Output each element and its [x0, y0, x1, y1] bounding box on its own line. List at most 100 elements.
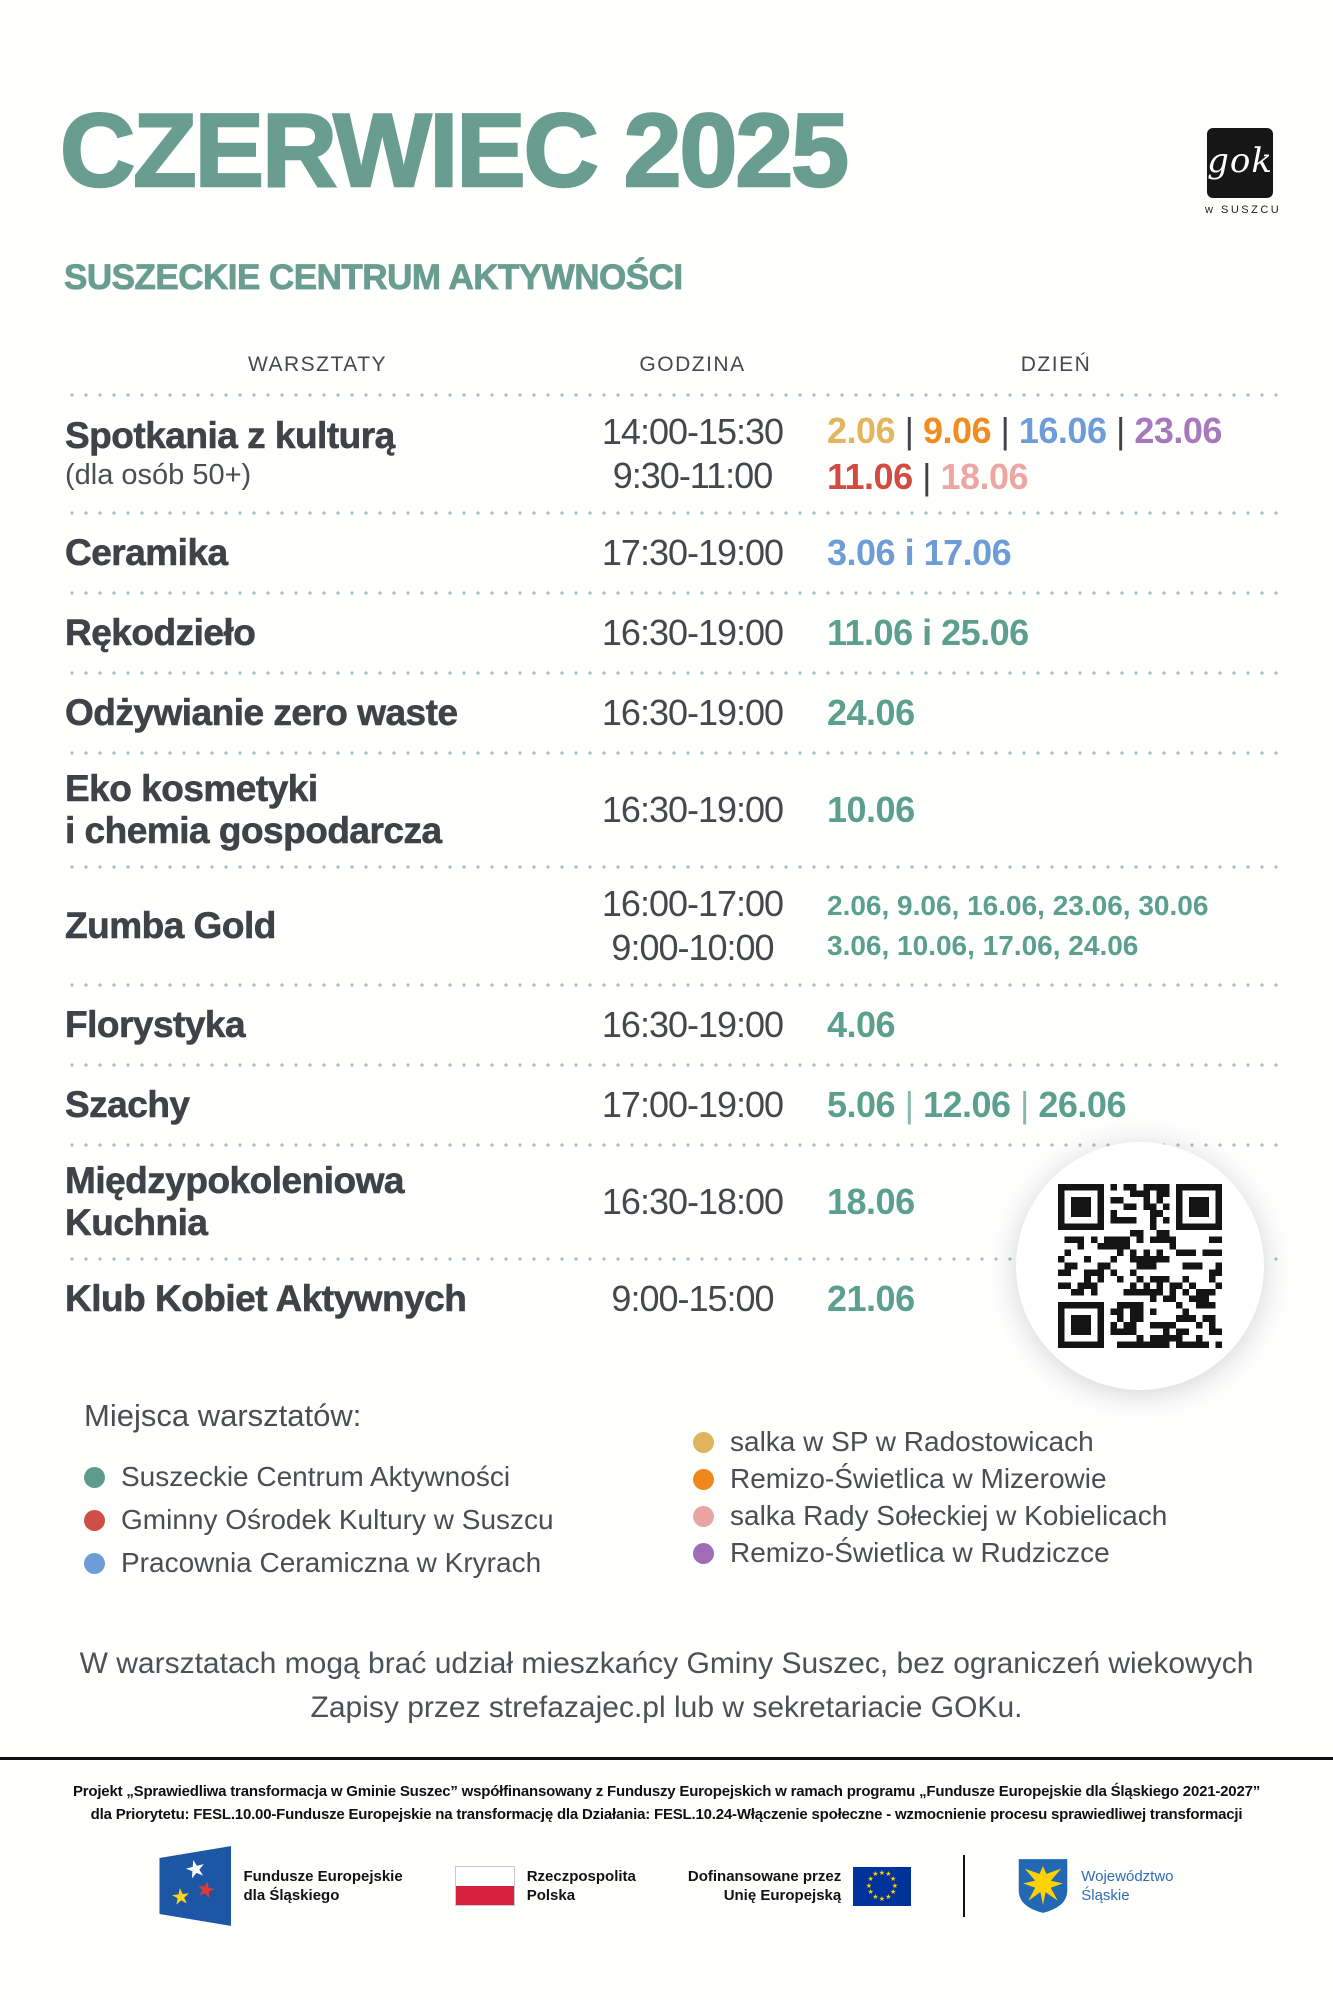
legend-item: Remizo-Świetlica w Rudziczce — [693, 1537, 1167, 1568]
workshop-dates-line: 10.06 — [827, 787, 1285, 833]
poster-subtitle: SUSZECKIE CENTRUM AKTYWNOŚCI — [64, 258, 684, 298]
workshop-row-klub-kobiet: Klub Kobiet Aktywnych 9:00-15:00 21.06 — [65, 1268, 1285, 1330]
legend-label: Remizo-Świetlica w Rudziczce — [730, 1537, 1110, 1568]
row-separator — [65, 671, 1285, 675]
date-part: | — [1106, 410, 1135, 451]
note-line-2: Zapisy przez strefazajec.pl lub w sekret… — [310, 1691, 1023, 1724]
star-icon: ★ — [872, 1871, 879, 1879]
legend-dot — [693, 1468, 714, 1490]
workshop-time: 9:00-10:00 — [611, 927, 774, 968]
poland-flag-icon — [454, 1866, 515, 1906]
eu-flag-icon: ★ ★ ★ ★ ★ ★ ★ ★ ★ ★ ★ ★ — [853, 1866, 912, 1906]
workshop-row-florystyka: Florystyka 16:30-19:00 4.06 — [65, 994, 1285, 1056]
workshop-row-zumba: Zumba Gold 16:00-17:00 9:00-10:00 2.06, … — [65, 876, 1285, 976]
workshop-dates-line: 18.06 — [827, 1179, 1285, 1225]
fe-logo: ★ ★ ★ Fundusze Europejskie dla Śląskiego — [159, 1846, 403, 1926]
date-part: 23.06 — [1134, 410, 1222, 451]
workshop-dates-line: 4.06 — [827, 1002, 1285, 1048]
row-separator — [65, 511, 1285, 515]
workshop-name: Eko kosmetyki — [65, 768, 319, 810]
workshop-dates-line: 2.06, 9.06, 16.06, 23.06, 30.06 — [827, 886, 1285, 926]
date-part: | — [895, 410, 923, 451]
date-part: 18.06 — [827, 1181, 915, 1222]
workshop-name: Florystyka — [65, 1004, 246, 1046]
legend-dot — [84, 1509, 105, 1531]
workshop-dates-line: 21.06 — [827, 1276, 1285, 1322]
workshop-time: 17:00-19:00 — [601, 1084, 784, 1125]
legend-item: salka w SP w Radostowicach — [693, 1426, 1167, 1457]
legend-item: Pracownia Ceramiczna w Kryrach — [84, 1547, 554, 1578]
legend-label: salka Rady Sołeckiej w Kobielicach — [730, 1500, 1168, 1531]
gok-logo: gok w SUSZCU — [1205, 128, 1282, 216]
star-icon: ★ — [867, 1876, 874, 1883]
workshop-name: Rękodzieło — [65, 612, 256, 654]
workshop-time: 16:30-19:00 — [601, 692, 784, 733]
date-part: 26.06 — [1038, 1084, 1126, 1125]
star-icon: ★ — [878, 1895, 886, 1903]
date-part: 11.06 i 25.06 — [827, 612, 1029, 653]
gok-logo-caption: w SUSZCU — [1205, 204, 1282, 216]
star-icon: ★ — [867, 1889, 874, 1896]
workshop-dates-line: 2.06 | 9.06 | 16.06 | 23.06 — [827, 408, 1285, 454]
workshop-time: 16:30-18:00 — [601, 1181, 784, 1222]
gok-logo-box: gok — [1207, 128, 1273, 198]
workshop-time: 16:30-19:00 — [601, 789, 784, 830]
date-part: | — [991, 410, 1019, 451]
workshop-name-line2: i chemia gospodarcza — [65, 810, 443, 852]
row-separator — [65, 751, 1285, 755]
date-part: | — [912, 456, 941, 497]
workshop-dates-line: 24.06 — [827, 690, 1285, 736]
eu-logo-label: Dofinansowane przez Unię Europejską — [687, 1868, 842, 1904]
legend-label: Suszeckie Centrum Aktywności — [121, 1461, 511, 1492]
star-icon: ★ — [865, 1882, 873, 1890]
date-part: 2.06 — [827, 410, 896, 451]
row-separator — [65, 1257, 1285, 1261]
poster-title: CZERWIEC 2025 — [59, 92, 851, 211]
workshop-time: 9:30-11:00 — [612, 455, 773, 496]
legend-column-right: salka w SP w Radostowicach Remizo-Świetl… — [693, 1426, 1168, 1568]
workshop-row-szachy: Szachy 17:00-19:00 5.06 | 12.06 | 26.06 — [65, 1074, 1285, 1136]
fe-flag-icon: ★ ★ ★ — [159, 1846, 232, 1926]
eu-logo: Dofinansowane przez Unię Europejską ★ ★ ★ ★… — [687, 1866, 912, 1906]
workshop-dates-line: 11.06 i 25.06 — [827, 610, 1285, 656]
star-icon: ★ — [889, 1876, 897, 1883]
poland-logo-label: Rzeczpospolita Polska — [526, 1868, 636, 1904]
qr-badge-circle — [1016, 1142, 1264, 1390]
workshop-row-ceramika: Ceramika 17:30-19:00 3.06 i 17.06 — [65, 522, 1285, 584]
workshop-row-kuchnia: Międzypokoleniowa Kuchnia 16:30-18:00 18… — [65, 1154, 1285, 1250]
date-part: 3.06 i 17.06 — [827, 532, 1012, 573]
row-separator — [65, 865, 1285, 869]
date-part: 16.06 — [1018, 410, 1107, 451]
workshop-dates-line: 3.06, 10.06, 17.06, 24.06 — [827, 926, 1285, 966]
eu-funding-text-line-1: Projekt „Sprawiedliwa transformacja w Gm… — [72, 1783, 1261, 1800]
note-line-1: W warsztatach mogą brać udział mieszkańc… — [79, 1647, 1254, 1680]
column-header-warsztaty: WARSZTATY — [247, 353, 388, 376]
star-icon: ★ — [872, 1893, 879, 1901]
workshop-name: Klub Kobiet Aktywnych — [65, 1278, 467, 1320]
legend-label: salka w SP w Radostowicach — [730, 1426, 1094, 1457]
column-header-godzina: GODZINA — [639, 353, 746, 376]
date-part: 10.06 — [827, 789, 915, 830]
workshop-row-odzywianie: Odżywianie zero waste 16:30-19:00 24.06 — [65, 682, 1285, 744]
workshop-name: Zumba Gold — [65, 905, 277, 947]
silesia-logo: Województwo Śląskie — [1017, 1856, 1174, 1916]
workshop-name: Międzypokoleniowa — [65, 1160, 405, 1202]
legend-dot — [84, 1466, 105, 1488]
legend-dot — [693, 1542, 714, 1564]
date-part: 24.06 — [827, 692, 915, 733]
legend-item: salka Rady Sołeckiej w Kobielicach — [693, 1500, 1168, 1531]
eu-funding-text-line-2: dla Priorytetu: FESL.10.00-Fundusze Euro… — [90, 1806, 1243, 1823]
row-separator — [65, 1143, 1285, 1147]
participation-note: W warsztatach mogą brać udział mieszkańc… — [0, 1642, 1333, 1730]
legend-item: Suszeckie Centrum Aktywności — [84, 1461, 554, 1492]
legend-dot — [693, 1431, 714, 1453]
star-icon: ★ — [878, 1869, 886, 1877]
logos-row: ★ ★ ★ Fundusze Europejskie dla Śląskiego… — [0, 1846, 1333, 1926]
legend-item: Remizo-Świetlica w Mizerowie — [693, 1463, 1167, 1494]
legend-item: Gminny Ośrodek Kultury w Suszcu — [84, 1504, 554, 1535]
workshop-row-rekodzielo: Rękodzieło 16:30-19:00 11.06 i 25.06 — [65, 602, 1285, 664]
workshop-dates-line: 5.06 | 12.06 | 26.06 — [827, 1082, 1285, 1128]
poland-logo: Rzeczpospolita Polska — [454, 1866, 636, 1906]
date-part: 11.06 — [827, 456, 913, 497]
